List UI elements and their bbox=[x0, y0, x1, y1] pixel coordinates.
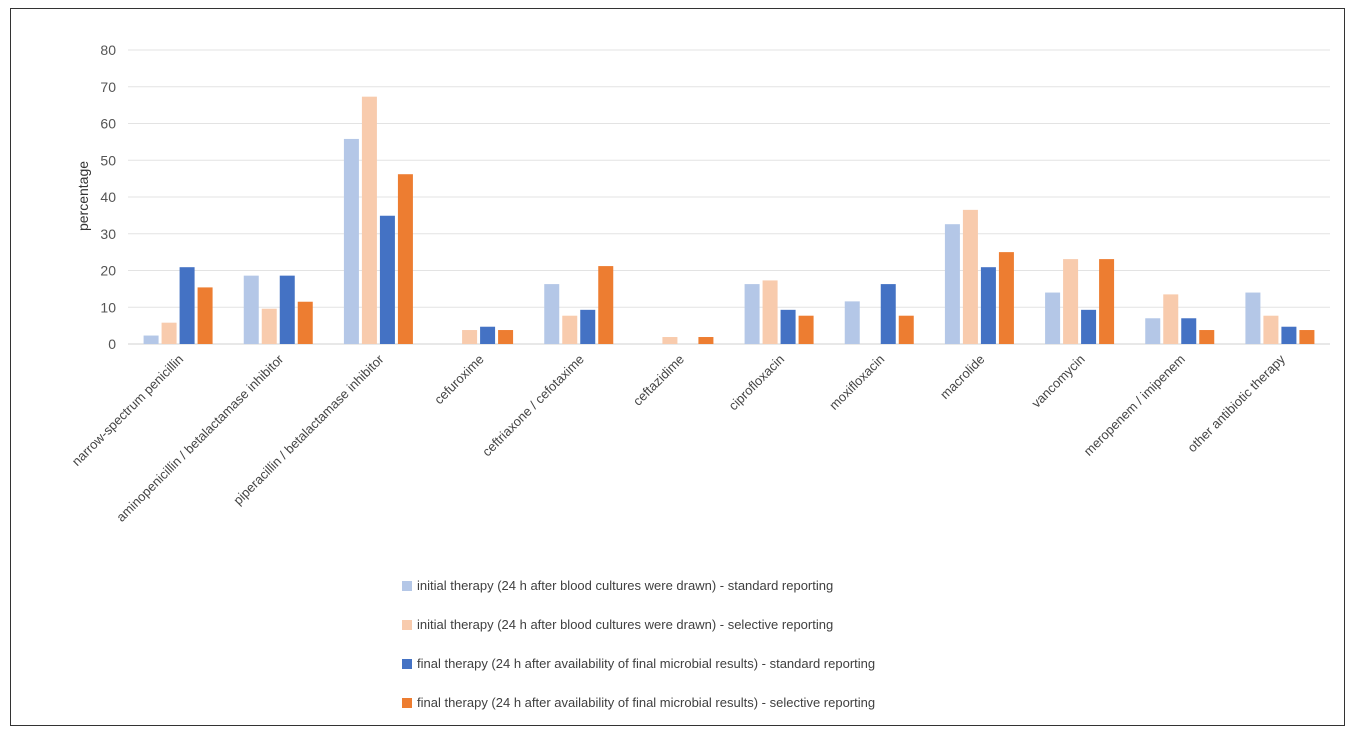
legend-item: final therapy (24 h after availability o… bbox=[402, 644, 1102, 683]
bar bbox=[361, 96, 377, 344]
bars bbox=[143, 96, 1315, 344]
x-tick-label: ceftriaxone / cefotaxime bbox=[479, 352, 587, 460]
bar bbox=[780, 309, 796, 344]
bar bbox=[1099, 259, 1115, 344]
bar bbox=[243, 275, 259, 344]
bar bbox=[1299, 330, 1315, 344]
legend-label: final therapy (24 h after availability o… bbox=[417, 656, 876, 671]
y-axis-tick-labels: 0 10 20 30 40 50 60 70 80 bbox=[100, 42, 116, 352]
x-tick-label: vancomycin bbox=[1029, 352, 1088, 411]
x-tick-label: ciprofloxacin bbox=[725, 352, 787, 414]
legend-swatch bbox=[402, 697, 412, 708]
y-tick-label: 20 bbox=[100, 263, 116, 279]
y-tick-label: 80 bbox=[100, 42, 116, 58]
y-axis-title: percentage bbox=[75, 161, 91, 231]
bar bbox=[1199, 330, 1215, 344]
bar bbox=[1163, 294, 1179, 344]
bar bbox=[962, 209, 978, 344]
bar bbox=[844, 301, 860, 344]
bar bbox=[562, 315, 578, 344]
y-tick-label: 30 bbox=[100, 226, 116, 242]
bar bbox=[662, 337, 678, 344]
legend-label: initial therapy (24 h after blood cultur… bbox=[417, 617, 834, 632]
bar bbox=[343, 138, 359, 344]
bar bbox=[261, 308, 277, 344]
bar bbox=[580, 309, 596, 344]
bar bbox=[998, 252, 1014, 344]
x-tick-label: cefuroxime bbox=[431, 352, 487, 408]
legend-label: initial therapy (24 h after blood cultur… bbox=[417, 578, 834, 593]
x-axis-category-labels: narrow-spectrum penicillinaminopenicilli… bbox=[69, 351, 1289, 525]
bar bbox=[1063, 259, 1079, 344]
bar bbox=[1045, 292, 1061, 344]
x-tick-label: narrow-spectrum penicillin bbox=[69, 352, 186, 469]
bar bbox=[744, 284, 760, 344]
y-tick-label: 70 bbox=[100, 79, 116, 95]
bar bbox=[143, 335, 159, 344]
bar bbox=[762, 280, 778, 344]
bar bbox=[980, 267, 996, 344]
legend-item: initial therapy (24 h after blood cultur… bbox=[402, 566, 1102, 605]
bar bbox=[1245, 292, 1261, 344]
x-tick-label: ceftazidime bbox=[630, 352, 687, 409]
bar bbox=[1263, 315, 1279, 344]
bar bbox=[544, 284, 560, 344]
bar bbox=[498, 330, 514, 344]
x-tick-label: aminopenicillin / betalactamase inhibito… bbox=[113, 351, 287, 525]
bar bbox=[944, 224, 960, 344]
y-tick-label: 60 bbox=[100, 116, 116, 132]
bar bbox=[279, 275, 295, 344]
y-tick-label: 0 bbox=[108, 336, 116, 352]
x-tick-label: macrolide bbox=[937, 352, 987, 402]
bar bbox=[798, 315, 814, 344]
x-tick-label: moxifloxacin bbox=[826, 352, 887, 413]
legend-label: final therapy (24 h after availability o… bbox=[417, 695, 876, 710]
legend-swatch bbox=[402, 658, 412, 669]
legend-item: initial therapy (24 h after blood cultur… bbox=[402, 605, 1102, 644]
bar bbox=[179, 267, 195, 344]
x-tick-label: meropenem / imipenem bbox=[1081, 352, 1188, 459]
chart-frame bbox=[10, 8, 1345, 726]
bar bbox=[698, 337, 714, 344]
bar bbox=[297, 301, 313, 344]
bar bbox=[898, 315, 914, 344]
bar bbox=[397, 174, 413, 344]
bar bbox=[379, 215, 395, 344]
bar bbox=[1181, 318, 1197, 344]
bar bbox=[1281, 326, 1297, 344]
y-tick-label: 40 bbox=[100, 189, 116, 205]
legend-swatch bbox=[402, 580, 412, 591]
y-tick-label: 10 bbox=[100, 299, 116, 315]
legend-item: final therapy (24 h after availability o… bbox=[402, 683, 1102, 722]
legend-swatch bbox=[402, 619, 412, 630]
bar bbox=[161, 322, 177, 344]
legend: initial therapy (24 h after blood cultur… bbox=[402, 566, 1102, 722]
bar bbox=[1081, 309, 1097, 344]
bar bbox=[598, 266, 614, 344]
bar bbox=[197, 287, 213, 344]
bar bbox=[1145, 318, 1161, 344]
bar bbox=[462, 330, 478, 344]
y-tick-label: 50 bbox=[100, 152, 116, 168]
bar bbox=[480, 326, 496, 344]
x-tick-label: other antibiotic therapy bbox=[1184, 351, 1288, 455]
bar bbox=[880, 284, 896, 344]
gridlines bbox=[128, 49, 1330, 345]
